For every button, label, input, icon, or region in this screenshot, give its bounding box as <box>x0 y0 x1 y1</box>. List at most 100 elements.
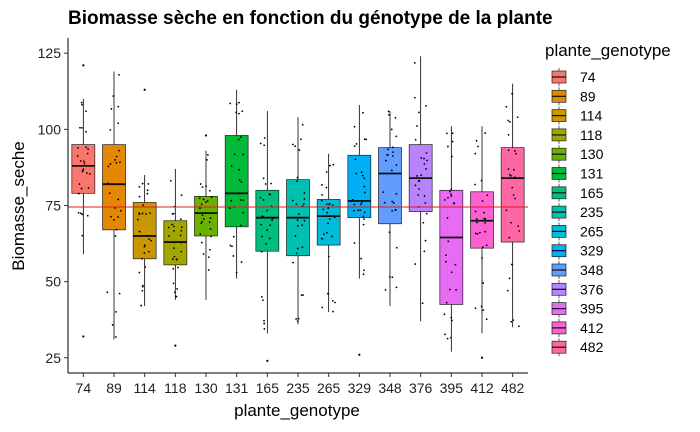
box-body <box>378 147 402 225</box>
data-point <box>446 217 449 219</box>
data-point <box>359 209 362 212</box>
outlier-point <box>266 359 269 362</box>
data-point <box>147 250 150 253</box>
data-point <box>391 209 394 212</box>
data-point <box>510 320 513 323</box>
data-point <box>451 155 453 158</box>
data-point <box>138 185 141 188</box>
data-point <box>115 310 117 313</box>
data-point <box>303 198 306 200</box>
data-point <box>297 213 300 216</box>
data-point <box>420 174 423 177</box>
data-point <box>362 223 365 226</box>
data-point <box>238 112 240 115</box>
data-point <box>119 209 122 212</box>
data-point <box>327 207 330 210</box>
data-point <box>414 263 417 265</box>
data-point <box>167 226 170 229</box>
x-tick-label: 165 <box>256 380 280 396</box>
x-tick-label: 130 <box>194 380 218 396</box>
data-point <box>395 246 398 249</box>
data-point <box>180 241 183 244</box>
legend-item-348: 348 <box>551 261 604 279</box>
outlier-point <box>174 344 177 347</box>
data-point <box>138 195 141 198</box>
box-74 <box>71 64 96 338</box>
data-point <box>76 154 79 157</box>
x-axis-title: plante_genotype <box>234 401 360 420</box>
data-point <box>355 172 358 175</box>
data-point <box>168 235 170 237</box>
data-point <box>425 152 428 154</box>
data-point <box>146 235 149 237</box>
data-point <box>454 263 457 266</box>
data-point <box>201 214 204 217</box>
data-point <box>199 183 202 185</box>
data-point <box>424 202 427 204</box>
data-point <box>391 146 394 149</box>
data-point <box>334 301 336 304</box>
data-point <box>363 269 365 272</box>
data-point <box>482 309 485 312</box>
box-329 <box>347 105 372 356</box>
data-point <box>484 230 487 233</box>
data-point <box>423 250 426 253</box>
data-point <box>79 160 82 162</box>
data-point <box>206 199 209 202</box>
plot-area <box>68 56 528 362</box>
data-point <box>240 181 243 183</box>
data-point <box>208 248 211 251</box>
data-point <box>266 209 268 212</box>
data-point <box>301 224 304 227</box>
data-point <box>474 232 477 235</box>
data-point <box>300 294 303 297</box>
data-point <box>363 177 366 180</box>
axes: 25 50 75 100 125 74 89 114 118 130 131 165 235 265 329… <box>38 38 528 396</box>
data-point <box>390 128 393 131</box>
data-point <box>483 211 486 214</box>
data-point <box>260 223 263 226</box>
legend-item-482: 482 <box>551 338 604 357</box>
data-point <box>482 282 485 284</box>
data-point <box>230 165 233 167</box>
data-point <box>109 163 112 165</box>
data-point <box>450 316 453 319</box>
data-point <box>80 101 83 104</box>
data-point <box>328 203 331 206</box>
data-point <box>77 192 80 195</box>
data-point <box>297 317 300 320</box>
data-point <box>114 159 116 161</box>
data-point <box>320 199 323 202</box>
data-point <box>447 196 449 199</box>
data-point <box>235 271 238 274</box>
data-point <box>79 212 82 215</box>
y-axis-title: Biomasse_seche <box>9 141 28 270</box>
data-point <box>260 235 263 238</box>
data-point <box>149 212 151 214</box>
data-point <box>146 192 149 195</box>
data-point <box>425 212 428 215</box>
data-point <box>414 184 417 187</box>
data-point <box>198 197 201 200</box>
legend-item-412: 412 <box>551 318 604 337</box>
data-point <box>262 216 265 218</box>
data-point <box>239 224 242 227</box>
data-point <box>142 204 145 207</box>
data-point <box>451 132 454 135</box>
data-point <box>107 165 110 168</box>
box-376 <box>408 56 433 322</box>
data-point <box>333 216 336 219</box>
data-point <box>325 203 328 206</box>
data-point <box>508 173 511 176</box>
data-point <box>263 319 265 322</box>
outlier-point <box>82 335 85 338</box>
legend-item-130: 130 <box>551 145 604 164</box>
data-point <box>85 110 87 113</box>
data-point <box>444 333 446 336</box>
data-point <box>360 171 363 173</box>
box-body <box>194 196 218 237</box>
data-point <box>395 192 398 195</box>
legend-label: 348 <box>580 262 604 278</box>
data-point <box>210 235 212 238</box>
legend-label: 482 <box>580 339 604 355</box>
